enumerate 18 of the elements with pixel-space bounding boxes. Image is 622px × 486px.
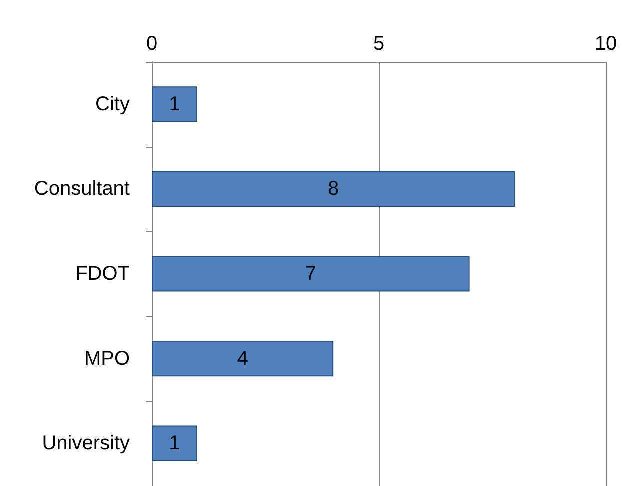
data-label: 8 <box>328 178 340 200</box>
y-tick-label: MPO <box>84 348 130 370</box>
y-tick-label: FDOT <box>76 263 130 285</box>
x-tick-label: 0 <box>146 33 158 55</box>
y-tick-label: University <box>42 432 130 455</box>
x-tick-label: 5 <box>373 33 385 55</box>
bar <box>152 426 198 462</box>
y-tick-label: City <box>96 93 130 116</box>
bar <box>152 171 516 208</box>
bar <box>152 256 470 292</box>
data-label: 1 <box>169 93 180 116</box>
x-tick-label: 10 <box>594 33 618 55</box>
data-label: 4 <box>237 348 248 370</box>
data-label: 7 <box>305 263 316 285</box>
y-tick-label: Consultant <box>34 178 130 200</box>
bar <box>152 86 198 122</box>
bar <box>152 340 334 377</box>
data-label: 1 <box>169 432 180 455</box>
